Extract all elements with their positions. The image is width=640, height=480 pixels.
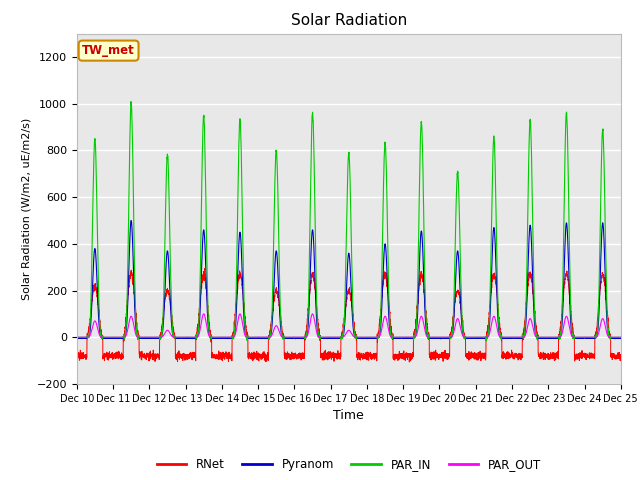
Line: PAR_IN: PAR_IN (77, 102, 621, 341)
Text: TW_met: TW_met (82, 44, 135, 57)
RNet (73, 353, 81, 359)
RNet (441, 349, 449, 355)
PAR_OUT (471, 335, 479, 340)
PAR_OUT (616, 335, 624, 340)
PAR_OUT (502, 335, 509, 340)
Pyranom (617, 336, 625, 341)
Pyranom (127, 217, 135, 223)
Pyranom (171, 335, 179, 340)
PAR_OUT (329, 335, 337, 340)
PAR_OUT (73, 335, 81, 340)
PAR_IN (127, 99, 135, 105)
PAR_IN (73, 335, 81, 340)
RNet (471, 353, 479, 359)
RNet (616, 352, 624, 358)
PAR_IN (471, 335, 479, 340)
PAR_IN (502, 335, 509, 340)
PAR_OUT (171, 335, 179, 340)
Line: Pyranom: Pyranom (77, 220, 621, 339)
Line: PAR_OUT: PAR_OUT (77, 314, 621, 337)
Pyranom (502, 335, 509, 340)
Pyranom (441, 336, 449, 341)
PAR_IN (441, 335, 449, 340)
Title: Solar Radiation: Solar Radiation (291, 13, 407, 28)
PAR_OUT (200, 311, 207, 317)
X-axis label: Time: Time (333, 409, 364, 422)
RNet (201, 265, 209, 271)
RNet (171, 333, 179, 338)
Legend: RNet, Pyranom, PAR_IN, PAR_OUT: RNet, Pyranom, PAR_IN, PAR_OUT (152, 454, 545, 476)
Pyranom (329, 335, 337, 341)
Line: RNet: RNet (77, 268, 621, 362)
Pyranom (471, 335, 479, 341)
PAR_IN (617, 335, 625, 340)
RNet (329, 354, 337, 360)
Pyranom (437, 336, 445, 342)
PAR_IN (329, 335, 337, 340)
Y-axis label: Solar Radiation (W/m2, uE/m2/s): Solar Radiation (W/m2, uE/m2/s) (21, 118, 31, 300)
PAR_IN (616, 335, 624, 340)
RNet (406, 359, 413, 365)
RNet (617, 354, 625, 360)
RNet (502, 356, 509, 362)
PAR_OUT (441, 335, 449, 340)
Pyranom (616, 335, 624, 341)
PAR_IN (171, 333, 179, 339)
PAR_OUT (617, 335, 625, 340)
PAR_IN (483, 338, 490, 344)
Pyranom (73, 335, 81, 341)
